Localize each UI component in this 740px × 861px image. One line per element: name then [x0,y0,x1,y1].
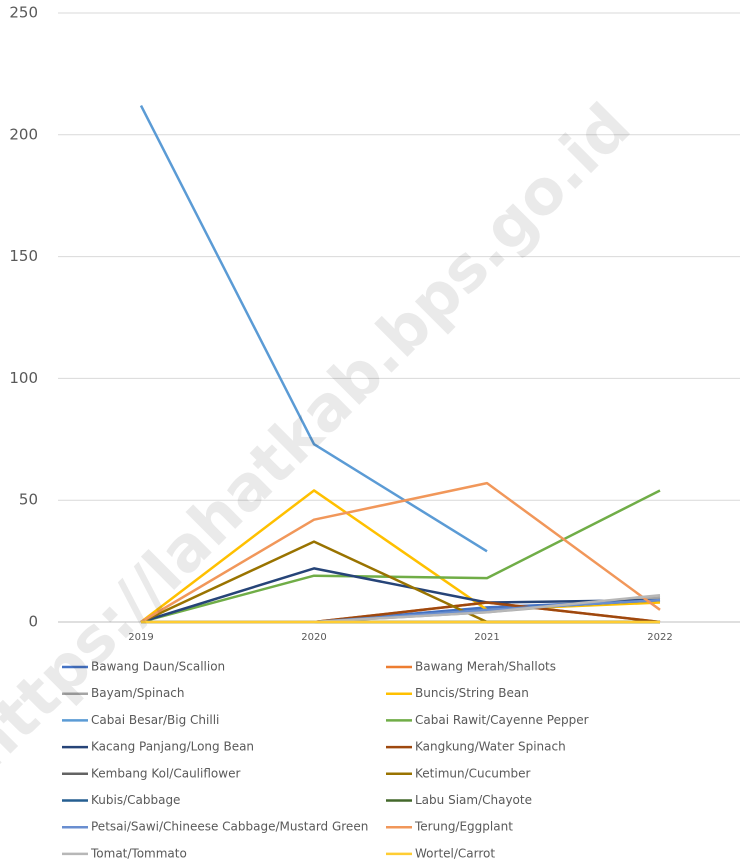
y-tick-label: 150 [9,247,38,265]
legend-label: Terung/Eggplant [414,820,513,834]
series-line [139,104,488,553]
series-line [140,567,661,624]
x-tick-label: 2020 [301,632,326,643]
legend-label: Kacang Panjang/Long Bean [91,740,254,754]
legend-label: Kubis/Cabbage [91,793,180,807]
x-tick-label: 2021 [474,632,499,643]
legend-label: Labu Siam/Chayote [415,793,532,807]
series-line [140,481,661,624]
y-tick-label: 250 [9,4,38,22]
legend-label: Bawang Merah/Shallots [415,660,556,674]
legend-label: Kangkung/Water Spinach [415,740,566,754]
y-tick-label: 100 [9,369,38,387]
y-tick-label: 50 [19,491,38,509]
legend-label: Kembang Kol/Cauliflower [91,766,240,780]
y-tick-label: 200 [9,125,38,143]
series-line [140,489,661,624]
legend-label: Cabai Rawit/Cayenne Pepper [415,713,589,727]
legend-label: Tomat/Tommato [90,846,187,860]
legend-label: Petsai/Sawi/Chineese Cabbage/Mustard Gre… [91,820,368,834]
series-line [141,593,661,624]
legend-label: Bayam/Spinach [91,686,185,700]
legend-label: Bawang Daun/Scallion [91,660,225,674]
legend-label: Cabai Besar/Big Chilli [91,713,219,727]
y-tick-label: 0 [28,613,38,631]
legend-label: Ketimun/Cucumber [415,766,531,780]
legend-label: Wortel/Carrot [415,846,495,860]
x-tick-label: 2022 [647,632,672,643]
legend-label: Buncis/String Bean [415,686,529,700]
x-tick-label: 2019 [128,632,153,643]
watermark: https://lahatkab.bps.go.id [0,89,644,784]
